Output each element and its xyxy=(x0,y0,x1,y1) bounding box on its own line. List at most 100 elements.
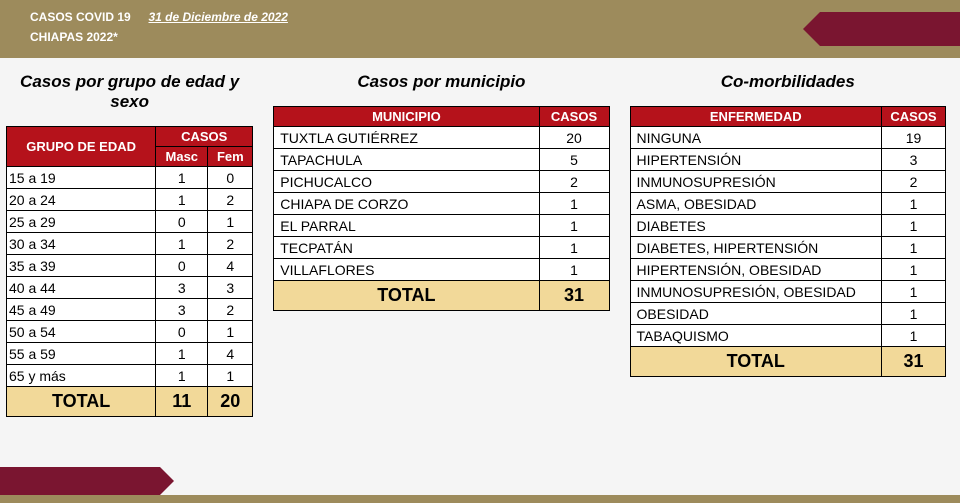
cell-masc: 0 xyxy=(156,321,208,343)
table-row: INMUNOSUPRESIÓN, OBESIDAD1 xyxy=(630,281,945,303)
decoration-wine-right xyxy=(820,12,960,46)
cell-fem: 1 xyxy=(208,211,253,233)
cell-fem: 1 xyxy=(208,365,253,387)
th-muni: MUNICIPIO xyxy=(274,107,539,127)
table-row: TAPACHULA5 xyxy=(274,149,609,171)
cell-cases: 2 xyxy=(882,171,946,193)
cell-masc: 0 xyxy=(156,255,208,277)
cell-enf: ASMA, OBESIDAD xyxy=(630,193,881,215)
muni-title: Casos por municipio xyxy=(273,72,609,92)
table-row: EL PARRAL1 xyxy=(274,215,609,237)
th-masc: Masc xyxy=(156,147,208,167)
comorb-total-label: TOTAL xyxy=(630,347,881,377)
cell-masc: 1 xyxy=(156,189,208,211)
cell-cases: 1 xyxy=(539,237,609,259)
header-band: CASOS COVID 19 31 de Diciembre de 2022 C… xyxy=(0,0,960,58)
cell-cases: 1 xyxy=(882,215,946,237)
cell-group: 65 y más xyxy=(7,365,156,387)
cell-enf: TABAQUISMO xyxy=(630,325,881,347)
cell-cases: 1 xyxy=(539,215,609,237)
table-row: 40 a 4433 xyxy=(7,277,253,299)
cell-cases: 19 xyxy=(882,127,946,149)
comorb-title: Co-morbilidades xyxy=(630,72,946,92)
cell-enf: NINGUNA xyxy=(630,127,881,149)
cell-enf: OBESIDAD xyxy=(630,303,881,325)
header-date: 31 de Diciembre de 2022 xyxy=(149,10,288,24)
cell-cases: 1 xyxy=(882,259,946,281)
cell-enf: HIPERTENSIÓN xyxy=(630,149,881,171)
age-sex-table: GRUPO DE EDAD CASOS Masc Fem 15 a 191020… xyxy=(6,126,253,417)
col-comorb: Co-morbilidades ENFERMEDAD CASOS NINGUNA… xyxy=(630,72,946,417)
cell-masc: 1 xyxy=(156,167,208,189)
age-sex-title: Casos por grupo de edad y sexo xyxy=(6,72,253,112)
cell-fem: 3 xyxy=(208,277,253,299)
cell-group: 45 a 49 xyxy=(7,299,156,321)
comorb-total: 31 xyxy=(882,347,946,377)
table-row: DIABETES, HIPERTENSIÓN1 xyxy=(630,237,945,259)
cell-enf: DIABETES xyxy=(630,215,881,237)
th-group: GRUPO DE EDAD xyxy=(7,127,156,167)
table-row: PICHUCALCO2 xyxy=(274,171,609,193)
cell-masc: 0 xyxy=(156,211,208,233)
age-total-m: 11 xyxy=(156,387,208,417)
cell-group: 30 a 34 xyxy=(7,233,156,255)
cell-cases: 1 xyxy=(882,237,946,259)
table-row: ASMA, OBESIDAD1 xyxy=(630,193,945,215)
th-cases: CASOS xyxy=(156,127,253,147)
cell-fem: 2 xyxy=(208,189,253,211)
cell-fem: 1 xyxy=(208,321,253,343)
th-muni-cases: CASOS xyxy=(539,107,609,127)
cell-group: 50 a 54 xyxy=(7,321,156,343)
cell-group: 25 a 29 xyxy=(7,211,156,233)
cell-fem: 0 xyxy=(208,167,253,189)
cell-cases: 20 xyxy=(539,127,609,149)
muni-total-row: TOTAL 31 xyxy=(274,281,609,311)
cell-masc: 3 xyxy=(156,299,208,321)
cell-cases: 1 xyxy=(882,303,946,325)
cell-enf: INMUNOSUPRESIÓN xyxy=(630,171,881,193)
table-row: 30 a 3412 xyxy=(7,233,253,255)
table-row: 35 a 3904 xyxy=(7,255,253,277)
table-row: 50 a 5401 xyxy=(7,321,253,343)
th-enf-cases: CASOS xyxy=(882,107,946,127)
cell-muni: TECPATÁN xyxy=(274,237,539,259)
table-row: TABAQUISMO1 xyxy=(630,325,945,347)
cell-masc: 3 xyxy=(156,277,208,299)
cell-muni: CHIAPA DE CORZO xyxy=(274,193,539,215)
muni-table: MUNICIPIO CASOS TUXTLA GUTIÉRREZ20TAPACH… xyxy=(273,106,609,311)
table-row: 20 a 2412 xyxy=(7,189,253,211)
cell-muni: TAPACHULA xyxy=(274,149,539,171)
table-row: 15 a 1910 xyxy=(7,167,253,189)
comorb-total-row: TOTAL 31 xyxy=(630,347,945,377)
table-row: VILLAFLORES1 xyxy=(274,259,609,281)
table-row: HIPERTENSIÓN3 xyxy=(630,149,945,171)
th-fem: Fem xyxy=(208,147,253,167)
table-row: 25 a 2901 xyxy=(7,211,253,233)
cell-group: 35 a 39 xyxy=(7,255,156,277)
content-area: Casos por grupo de edad y sexo GRUPO DE … xyxy=(0,58,960,417)
cell-fem: 2 xyxy=(208,299,253,321)
cell-enf: INMUNOSUPRESIÓN, OBESIDAD xyxy=(630,281,881,303)
header-title-prefix: CASOS COVID 19 xyxy=(30,10,131,24)
decoration-wine-bottom xyxy=(0,467,160,495)
age-total-f: 20 xyxy=(208,387,253,417)
table-row: 55 a 5914 xyxy=(7,343,253,365)
cell-group: 55 a 59 xyxy=(7,343,156,365)
decoration-gold-bottom xyxy=(0,495,960,503)
cell-fem: 4 xyxy=(208,343,253,365)
cell-cases: 1 xyxy=(539,193,609,215)
cell-enf: DIABETES, HIPERTENSIÓN xyxy=(630,237,881,259)
age-total-label: TOTAL xyxy=(7,387,156,417)
table-row: TECPATÁN1 xyxy=(274,237,609,259)
cell-muni: VILLAFLORES xyxy=(274,259,539,281)
cell-cases: 1 xyxy=(882,193,946,215)
col-municipio: Casos por municipio MUNICIPIO CASOS TUXT… xyxy=(273,72,609,417)
cell-masc: 1 xyxy=(156,233,208,255)
cell-fem: 4 xyxy=(208,255,253,277)
cell-muni: EL PARRAL xyxy=(274,215,539,237)
cell-cases: 1 xyxy=(882,325,946,347)
table-row: CHIAPA DE CORZO1 xyxy=(274,193,609,215)
table-row: HIPERTENSIÓN, OBESIDAD1 xyxy=(630,259,945,281)
cell-cases: 1 xyxy=(539,259,609,281)
cell-masc: 1 xyxy=(156,365,208,387)
